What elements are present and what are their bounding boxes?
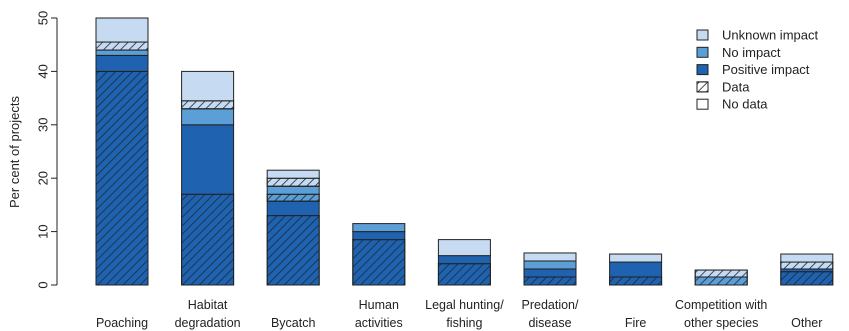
x-tick-label: Poaching	[96, 316, 148, 330]
bar-segment	[352, 223, 406, 233]
y-tick-label: 0	[35, 281, 50, 288]
bar-segment	[609, 261, 663, 278]
bar-segment-hatch	[266, 215, 320, 286]
y-axis: 0 10 20 30 40 50	[35, 11, 58, 289]
bar-segment	[266, 185, 320, 195]
x-tick-label: Competition with other species	[675, 298, 767, 330]
bar-segment-hatch	[523, 276, 577, 286]
bar-segment-hatch	[780, 271, 834, 286]
legend-label: Data	[722, 79, 750, 94]
bar-segment-hatch	[780, 261, 834, 270]
bar-segment	[523, 268, 577, 278]
y-tick-label: 30	[35, 118, 50, 132]
bar-segment	[181, 108, 235, 126]
legend: Unknown impact No impact Positive impact Da…	[696, 28, 818, 112]
bar-segment	[181, 124, 235, 195]
bar-segment	[266, 169, 320, 179]
legend-swatch-hatch	[696, 81, 709, 93]
legend-swatch	[696, 64, 709, 76]
y-tick-label: 20	[35, 171, 50, 185]
bar-segment	[95, 54, 149, 72]
bar-segment-hatch	[266, 177, 320, 187]
bar-segment-hatch	[352, 239, 406, 286]
y-tick-label: 50	[35, 11, 50, 25]
bar-segment	[352, 231, 406, 241]
bar-segment-hatch	[181, 100, 235, 110]
bar-segment	[266, 200, 320, 217]
bar-segment	[95, 17, 149, 43]
x-tick-label: Bycatch	[271, 316, 316, 330]
bar-segment-hatch	[694, 269, 748, 278]
bar-segment-hatch	[95, 41, 149, 51]
bars	[95, 17, 834, 286]
legend-label: Positive impact	[722, 62, 810, 77]
bar-segment	[437, 239, 491, 257]
bar-segment-hatch	[266, 193, 320, 202]
bar-segment-hatch	[95, 70, 149, 286]
bar-segment	[523, 260, 577, 270]
bar-segment	[95, 49, 149, 56]
bar-segment	[780, 253, 834, 263]
x-tick-label: Human activities	[355, 298, 403, 330]
bar-segment	[437, 255, 491, 265]
x-tick-label: Other	[791, 316, 822, 330]
legend-label: No impact	[722, 45, 781, 60]
x-tick-label: Predation/disease	[522, 298, 580, 330]
y-tick-label: 40	[35, 64, 50, 78]
legend-swatch	[696, 29, 709, 41]
y-axis-title: Per cent of projects	[7, 96, 22, 208]
y-tick-label: 10	[35, 224, 50, 238]
bar-segment	[181, 70, 235, 102]
bar-segment-hatch	[694, 276, 748, 286]
x-tick-label: Habitat degradation	[175, 298, 241, 330]
legend-label: Unknown impact	[722, 28, 818, 43]
x-tick-labels: Poaching Habitat degradation Bycatch Human ac…	[96, 298, 822, 330]
x-tick-label: Fire	[625, 316, 647, 330]
bar-segment	[523, 252, 577, 262]
x-tick-label: Legal hunting/fishing	[425, 298, 504, 330]
legend-swatch	[696, 46, 709, 58]
bar-segment	[609, 253, 663, 263]
legend-label: No data	[722, 97, 768, 112]
bar-segment-hatch	[181, 193, 235, 286]
legend-swatch	[696, 98, 709, 110]
bar-segment-hatch	[609, 276, 663, 286]
bar-segment-hatch	[437, 263, 491, 286]
